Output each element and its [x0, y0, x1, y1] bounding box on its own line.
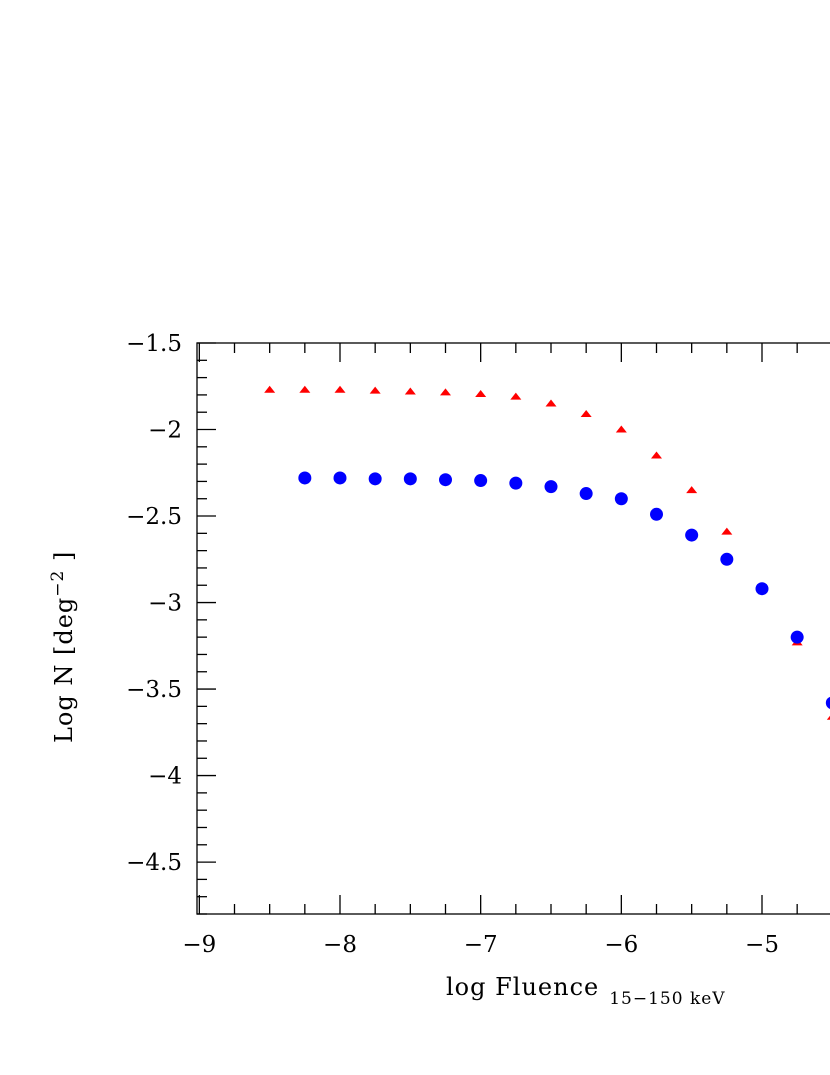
data-point-circle: [474, 474, 488, 488]
plot-marks: [264, 385, 830, 720]
data-point-triangle: [440, 388, 451, 396]
data-point-circle: [368, 472, 382, 486]
data-point-triangle: [404, 387, 416, 395]
y-tick-label: −4: [148, 764, 182, 790]
x-axis-title: log Fluence 15−150 keV: [446, 973, 726, 1009]
y-tick-label: −4.5: [126, 850, 182, 876]
x-axis-title-subscript: 15−150 keV: [609, 989, 725, 1009]
data-point-circle: [439, 473, 452, 487]
data-point-circle: [720, 552, 734, 566]
y-tick-label: −1.5: [126, 331, 182, 357]
y-axis-title-main: Log N [deg: [50, 597, 78, 743]
x-tick-label: −5: [745, 932, 779, 958]
data-point-circle: [403, 472, 417, 486]
data-point-circle: [825, 696, 830, 709]
y-tick-label: −2.5: [126, 504, 182, 530]
data-point-triangle: [264, 385, 276, 393]
data-point-circle: [509, 476, 523, 490]
y-tick-label: −3: [148, 591, 182, 617]
x-tick-label: −6: [604, 932, 638, 958]
y-tick-label: −2: [148, 418, 182, 444]
y-axis-title-superscript: −2: [48, 570, 68, 597]
x-tick-label: −7: [464, 932, 498, 958]
data-point-circle: [333, 471, 347, 485]
data-point-circle: [650, 507, 663, 521]
data-point-circle: [685, 528, 699, 542]
data-point-circle: [790, 630, 804, 644]
y-tick-label: −3.5: [126, 677, 182, 703]
data-point-triangle: [651, 451, 662, 459]
x-tick-label: −8: [323, 932, 357, 958]
data-point-circle: [579, 487, 593, 501]
data-point-circle: [298, 471, 312, 485]
y-axis-title: Log N [deg−2 ]: [48, 551, 78, 743]
data-point-triangle: [510, 392, 522, 400]
data-point-triangle: [580, 409, 592, 417]
data-point-triangle: [334, 385, 346, 393]
data-point-triangle: [615, 425, 627, 433]
data-point-circle: [614, 492, 628, 506]
data-point-triangle: [299, 385, 311, 393]
data-point-circle: [544, 480, 558, 494]
data-point-triangle: [721, 527, 733, 535]
axes: −9 −8 −7 −6 −5 −1.5 −2 −2.5 −3 −3.5 −4 −4.5: [126, 331, 830, 958]
x-tick-label: −9: [182, 932, 216, 958]
data-point-triangle: [686, 486, 698, 494]
data-point-circle: [755, 582, 769, 596]
data-point-triangle: [369, 386, 381, 394]
y-axis-title-close: ]: [50, 551, 78, 570]
data-point-triangle: [475, 390, 487, 398]
data-point-triangle: [826, 715, 830, 720]
x-axis-title-main: log Fluence: [446, 973, 599, 1001]
data-point-triangle: [545, 399, 557, 407]
